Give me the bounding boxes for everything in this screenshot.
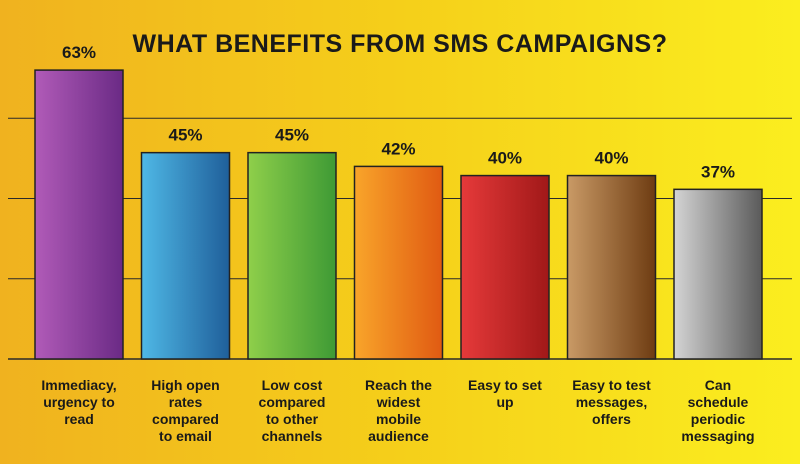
bar <box>247 151 337 360</box>
category-label: Easy to test messages, offers <box>572 377 651 427</box>
bar-value-label: 40% <box>488 149 522 168</box>
bar-value-label: 40% <box>594 149 628 168</box>
category-label: Can schedule periodic messaging <box>681 377 754 444</box>
bar-value-label: 45% <box>168 126 202 145</box>
bar <box>566 174 657 360</box>
bar-value-label: 37% <box>701 162 735 181</box>
chart-title: WHAT BENEFITS FROM SMS CAMPAIGNS? <box>132 30 668 58</box>
category-label: High open rates compared to email <box>151 377 219 444</box>
bar <box>673 188 763 360</box>
category-label: Easy to set up <box>468 377 542 410</box>
bar-value-label: 63% <box>62 43 96 62</box>
category-label: Reach the widest mobile audience <box>365 377 432 444</box>
bar <box>140 151 231 360</box>
bar-value-label: 45% <box>275 126 309 145</box>
bar-value-label: 42% <box>381 139 415 158</box>
category-label: Low cost compared to other channels <box>259 377 326 444</box>
bar <box>34 69 124 360</box>
bar <box>460 174 550 360</box>
bar <box>353 165 444 360</box>
category-label: Immediacy, urgency to read <box>41 377 116 427</box>
